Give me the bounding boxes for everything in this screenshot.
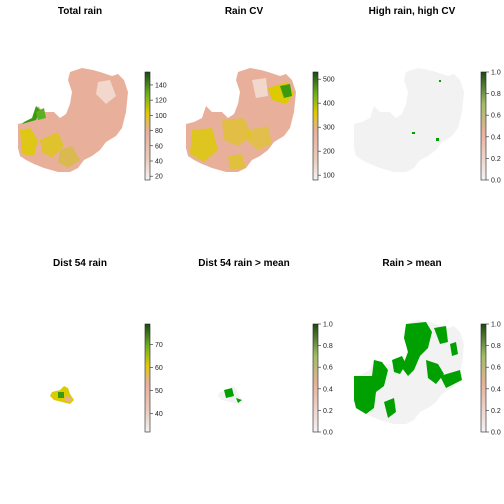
panel-dist-54-rain-gt-mean: Dist 54 rain > mean 0.0 0.2 0.4 0.6 0.8 1.0	[198, 258, 333, 437]
panel-title: Dist 54 rain > mean	[198, 258, 289, 269]
legend-rain-cv: 100 200 300 400 500	[312, 71, 335, 181]
legend-tick-label: 50	[155, 388, 163, 395]
legend-high-rain-high-cv: 0.0 0.2 0.4 0.6 0.8 1.0	[480, 70, 501, 185]
legend-tick-label: 0.8	[323, 343, 333, 350]
legend-tick-label: 1.0	[491, 322, 501, 329]
legend-tick-label: 120	[155, 98, 167, 105]
legend-rain-gt-mean: 0.0 0.2 0.4 0.6 0.8 1.0	[480, 322, 501, 437]
colorbar	[312, 71, 319, 181]
legend-tick-label: 60	[155, 365, 163, 372]
legend-tick-label: 40	[155, 158, 163, 165]
legend-tick-label: 100	[323, 173, 335, 180]
legend-tick-label: 300	[323, 125, 335, 132]
legend-tick-label: 40	[155, 411, 163, 418]
colorbar	[480, 323, 487, 433]
legend-tick-label: 0.8	[491, 91, 501, 98]
legend-tick-label: 0.6	[491, 113, 501, 120]
map-total-rain	[18, 68, 128, 172]
legend-dist-54-rain: 40 50 60 70	[144, 323, 163, 433]
colorbar	[144, 71, 151, 181]
legend-tick-label: 0.4	[491, 134, 501, 141]
legend-tick-label: 140	[155, 82, 167, 89]
colorbar	[480, 71, 487, 181]
map-high-rain-high-cv	[354, 68, 464, 172]
legend-tick-label: 0.6	[491, 365, 501, 372]
map-rain-gt-mean	[354, 320, 464, 424]
legend-tick-label: 60	[155, 143, 163, 150]
legend-tick-label: 80	[155, 128, 163, 135]
colorbar	[312, 323, 319, 433]
legend-tick-label: 0.2	[491, 156, 501, 163]
panel-rain-cv: Rain CV 100 200 300 400 500	[186, 6, 335, 181]
panel-title: High rain, high CV	[369, 6, 456, 17]
legend-tick-label: 70	[155, 342, 163, 349]
legend-total-rain: 20 40 60 80 100 120 140	[144, 71, 167, 181]
legend-tick-label: 0.8	[491, 343, 501, 350]
panel-dist-54-rain: Dist 54 rain 40 50 60 70	[50, 258, 163, 433]
map-dist-54-rain	[50, 386, 74, 404]
legend-tick-label: 0.0	[491, 430, 501, 437]
legend-tick-label: 100	[155, 113, 167, 120]
panel-high-rain-high-cv: High rain, high CV 0.0 0.2 0.4 0.6 0.8 1.0	[354, 6, 501, 185]
legend-dist-54-rain-gt-mean: 0.0 0.2 0.4 0.6 0.8 1.0	[312, 322, 333, 437]
legend-tick-label: 0.4	[491, 386, 501, 393]
legend-tick-label: 500	[323, 77, 335, 84]
legend-tick-label: 0.0	[323, 430, 333, 437]
legend-tick-label: 200	[323, 149, 335, 156]
legend-tick-label: 0.6	[323, 365, 333, 372]
panel-title: Total rain	[58, 6, 102, 17]
map-rain-cv	[186, 68, 296, 172]
map-dist-54-rain-gt-mean	[218, 386, 242, 404]
panel-rain-gt-mean: Rain > mean 0.0 0.2 0.4 0.6 0.8 1.0	[354, 258, 501, 437]
legend-tick-label: 0.2	[323, 408, 333, 415]
legend-tick-label: 20	[155, 174, 163, 181]
panel-title: Dist 54 rain	[53, 258, 107, 269]
legend-tick-label: 1.0	[491, 70, 501, 77]
panel-title: Rain > mean	[382, 258, 441, 269]
colorbar	[144, 323, 151, 433]
legend-tick-label: 0.2	[491, 408, 501, 415]
panel-title: Rain CV	[225, 6, 264, 17]
legend-tick-label: 0.4	[323, 386, 333, 393]
panel-total-rain: Total rain 20 40 60 80 100 120 140	[18, 6, 167, 181]
legend-tick-label: 1.0	[323, 322, 333, 329]
legend-tick-label: 400	[323, 101, 335, 108]
legend-tick-label: 0.0	[491, 178, 501, 185]
